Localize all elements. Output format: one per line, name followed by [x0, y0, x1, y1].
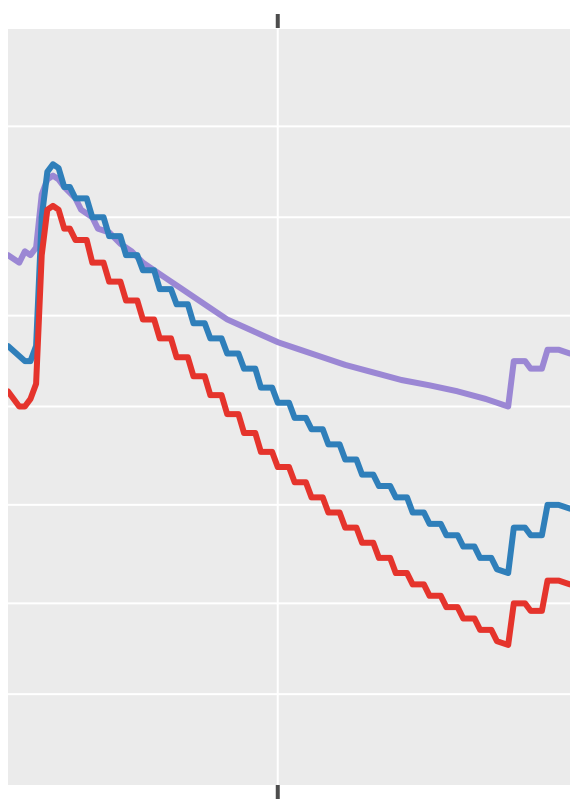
chart-svg [0, 0, 570, 804]
line-chart [0, 0, 570, 804]
